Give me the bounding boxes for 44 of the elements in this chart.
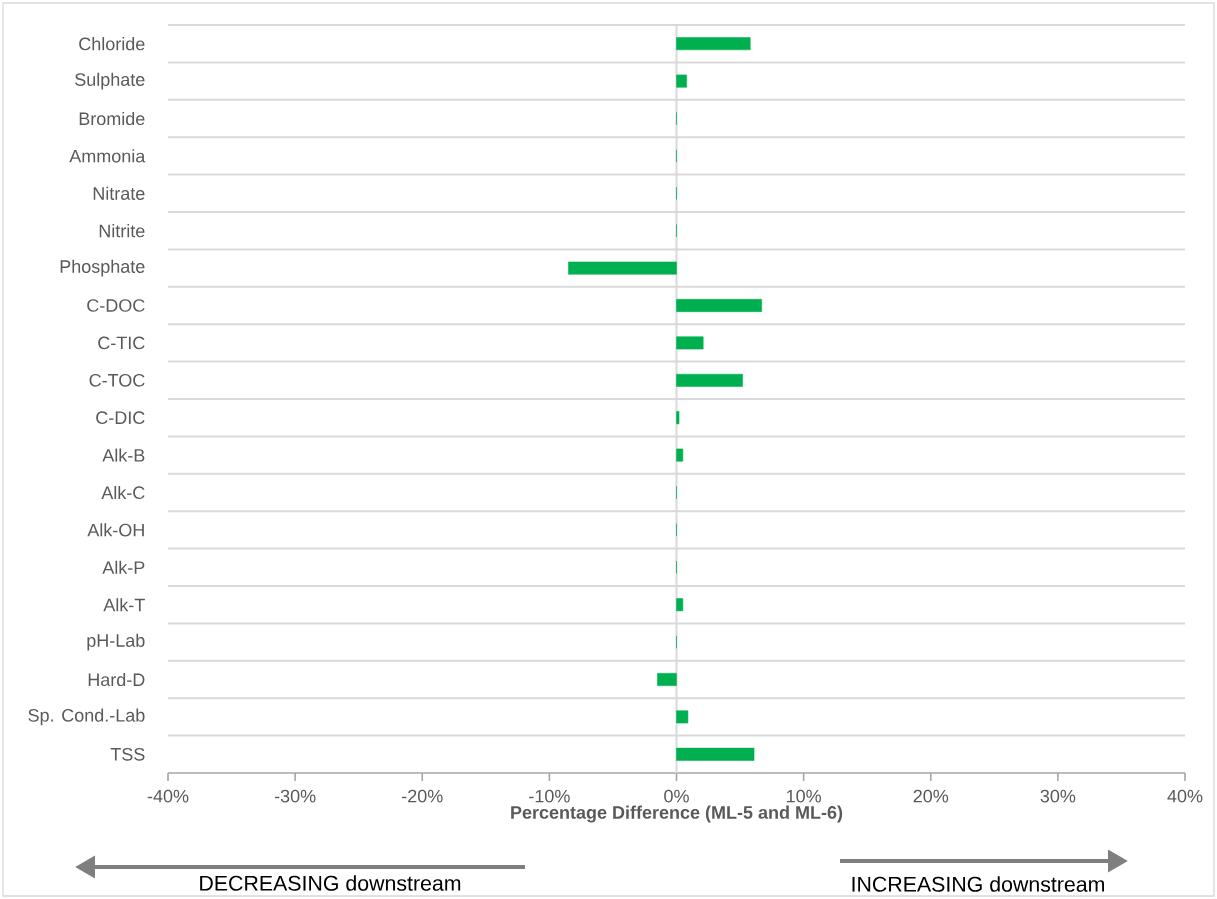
y-tick-label: Nitrate xyxy=(93,186,145,200)
y-tick-label: Alk-T xyxy=(103,598,145,612)
bar xyxy=(676,747,755,761)
x-tick-label: -40% xyxy=(147,789,189,803)
bar xyxy=(676,37,751,51)
y-tick-label: Alk-OH xyxy=(87,523,144,537)
y-tick-label: Chloride xyxy=(79,37,145,51)
y-tick-label: Sulphate xyxy=(75,72,145,90)
x-tick-label: 10% xyxy=(786,789,821,803)
bar xyxy=(676,299,762,312)
x-tick-label: 20% xyxy=(913,789,949,803)
y-tick-label: TSS xyxy=(110,747,145,761)
y-tick-label: Alk-B xyxy=(102,448,145,462)
bar xyxy=(676,373,743,387)
y-tick-label: Hard-D xyxy=(88,672,145,687)
text: INCREASING downstream xyxy=(852,876,1104,892)
y-tick-label: Alk-P xyxy=(102,560,145,574)
bar xyxy=(676,598,684,612)
y-tick-label: C-TOC xyxy=(89,373,145,387)
y-tick-label: C-DIC xyxy=(96,411,145,425)
y-tick-label: C-DOC xyxy=(87,299,145,312)
y-tick-label: Bromide xyxy=(79,111,145,126)
text: DECREASING downstream xyxy=(200,875,461,891)
bar xyxy=(676,710,689,724)
x-tick-label: 30% xyxy=(1040,789,1076,803)
bar xyxy=(568,261,677,275)
x-tick-label: 0% xyxy=(664,789,689,803)
y-tick-label: C-TIC xyxy=(98,336,145,350)
bar xyxy=(676,74,687,88)
y-tick-label: Nitrite xyxy=(99,224,145,238)
y-tick-label: Phosphate xyxy=(60,259,145,277)
y-tick-label: Sp. Cond.-Lab xyxy=(28,708,145,726)
x-tick-label: 40% xyxy=(1167,789,1203,803)
bar xyxy=(676,448,684,462)
y-tick-label: pH-Lab xyxy=(87,633,145,651)
bar xyxy=(657,673,677,686)
x-tick-label: -30% xyxy=(274,789,316,803)
bar xyxy=(676,411,680,425)
bar xyxy=(676,336,704,350)
x-axis-title: Percentage Difference (ML-5 and ML-6) xyxy=(511,805,843,823)
x-tick-label: -20% xyxy=(402,789,443,803)
y-tick-label: Alk-C xyxy=(101,485,145,500)
x-tick-label: -10% xyxy=(529,789,570,803)
y-tick-label: Ammonia xyxy=(69,149,146,163)
